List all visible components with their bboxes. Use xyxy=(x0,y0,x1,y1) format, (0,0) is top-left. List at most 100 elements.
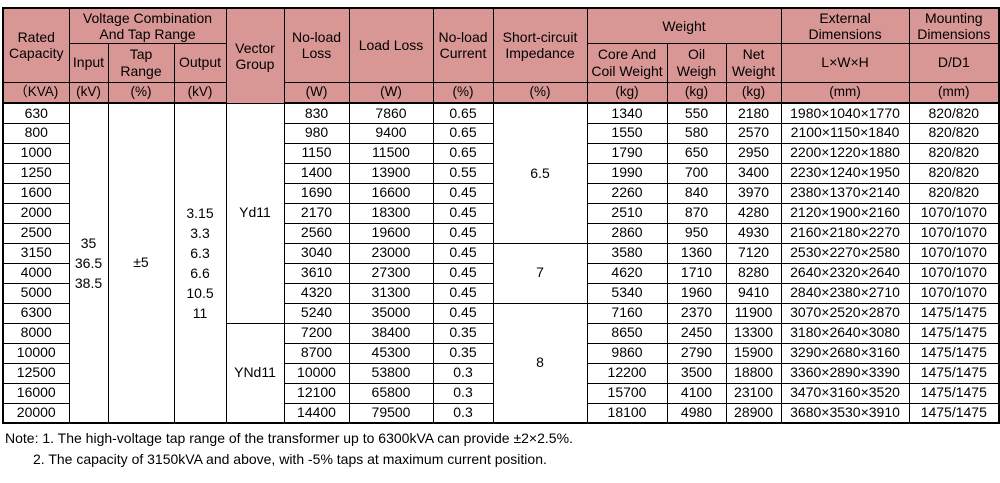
cell-no-load-current: 0.55 xyxy=(432,162,494,184)
cell-dimensions: 3470×3160×3520 xyxy=(780,382,910,404)
cell-capacity: 2500 xyxy=(2,222,70,244)
cell-capacity: 1600 xyxy=(2,182,70,204)
table-row: 20000 14400 79500 0.3 18100 4980 28900 3680×353… xyxy=(2,402,1000,424)
cell-no-load-current: 0.65 xyxy=(432,102,494,124)
header-row-1: Rated Capacity Voltage Combination And T… xyxy=(2,7,1000,104)
cell-dimensions: 2380×1370×2140 xyxy=(780,182,910,204)
cell-capacity: 3150 xyxy=(2,242,70,264)
cell-oil-weight: 4980 xyxy=(666,402,727,424)
header-load-loss: Load Loss xyxy=(348,7,434,83)
cell-no-load-loss: 1400 xyxy=(283,162,350,184)
unit-output: (kV) xyxy=(173,81,227,104)
cell-core-coil-weight: 15700 xyxy=(586,382,668,404)
cell-oil-weight: 950 xyxy=(666,222,727,244)
cell-core-coil-weight: 2860 xyxy=(586,222,668,244)
cell-net-weight: 8280 xyxy=(725,262,782,284)
cell-mounting: 1070/1070 xyxy=(908,202,1000,224)
cell-oil-weight: 2450 xyxy=(666,322,727,344)
cell-oil-weight: 1710 xyxy=(666,262,727,284)
cell-no-load-loss: 14400 xyxy=(283,402,350,424)
cell-capacity: 4000 xyxy=(2,262,70,284)
cell-no-load-loss: 8700 xyxy=(283,342,350,364)
header-row-2: Input Tap Range Output Core And Coil Wei… xyxy=(3,42,1000,83)
cell-net-weight: 13300 xyxy=(725,322,782,344)
cell-no-load-current: 0.45 xyxy=(432,222,494,244)
cell-oil-weight: 1360 xyxy=(666,242,727,264)
cell-dimensions: 2840×2380×2710 xyxy=(780,282,910,304)
cell-net-weight: 2950 xyxy=(725,142,782,164)
header-vector-group: Vector Group xyxy=(225,7,285,104)
cell-mounting: 1475/1475 xyxy=(908,362,1000,384)
cell-dimensions: 3180×2640×3080 xyxy=(780,322,910,344)
cell-no-load-current: 0.45 xyxy=(432,182,494,204)
cell-load-loss: 13900 xyxy=(348,162,434,184)
cell-capacity: 6300 xyxy=(2,302,70,324)
cell-dimensions: 3680×3530×3910 xyxy=(780,402,910,424)
cell-no-load-current: 0.3 xyxy=(432,362,494,384)
cell-capacity: 20000 xyxy=(2,402,70,424)
cell-mounting: 1475/1475 xyxy=(908,382,1000,404)
cell-core-coil-weight: 1340 xyxy=(586,102,668,124)
cell-load-loss: 11500 xyxy=(348,142,434,164)
cell-core-coil-weight: 12200 xyxy=(586,362,668,384)
cell-core-coil-weight: 3580 xyxy=(586,242,668,264)
cell-mounting: 1475/1475 xyxy=(908,322,1000,344)
header-core-coil-weight: Core And Coil Weight xyxy=(586,42,668,83)
cell-no-load-current: 0.3 xyxy=(432,382,494,404)
cell-load-loss: 27300 xyxy=(348,262,434,284)
cell-net-weight: 11900 xyxy=(725,302,782,324)
cell-mounting: 1475/1475 xyxy=(908,342,1000,364)
cell-mounting: 1070/1070 xyxy=(908,222,1000,244)
cell-net-weight: 3400 xyxy=(725,162,782,184)
cell-core-coil-weight: 1550 xyxy=(586,122,668,144)
cell-no-load-current: 0.65 xyxy=(432,142,494,164)
cell-capacity: 5000 xyxy=(2,282,70,304)
cell-dimensions: 3360×2890×3390 xyxy=(780,362,910,384)
cell-no-load-loss: 980 xyxy=(283,122,350,144)
cell-core-coil-weight: 1990 xyxy=(586,162,668,184)
cell-no-load-loss: 10000 xyxy=(283,362,350,384)
cell-load-loss: 38400 xyxy=(348,322,434,344)
unit-input: (kV) xyxy=(68,81,109,104)
table-header: Rated Capacity Voltage Combination And T… xyxy=(2,7,1000,104)
cell-oil-weight: 840 xyxy=(666,182,727,204)
cell-no-load-current: 0.45 xyxy=(432,202,494,224)
cell-net-weight: 28900 xyxy=(725,402,782,424)
cell-no-load-current: 0.45 xyxy=(432,282,494,304)
cell-dimensions: 2530×2270×2580 xyxy=(780,242,910,264)
cell-mounting: 1475/1475 xyxy=(908,402,1000,424)
cell-oil-weight: 650 xyxy=(666,142,727,164)
header-input: Input xyxy=(68,42,109,83)
unit-no-load-current: (%) xyxy=(432,81,494,104)
cell-core-coil-weight: 2260 xyxy=(586,182,668,204)
cell-core-coil-weight: 8650 xyxy=(586,322,668,344)
cell-oil-weight: 870 xyxy=(666,202,727,224)
cell-dimensions: 2640×2320×2640 xyxy=(780,262,910,284)
cell-capacity: 1000 xyxy=(2,142,70,164)
cell-dimensions: 2160×2180×2270 xyxy=(780,222,910,244)
header-external-dimensions: External Dimensions xyxy=(780,7,910,44)
note-line-1: Note: 1. The high-voltage tap range of t… xyxy=(5,430,573,446)
cell-dimensions: 3070×2520×2870 xyxy=(780,302,910,324)
cell-core-coil-weight: 5340 xyxy=(586,282,668,304)
cell-net-weight: 15900 xyxy=(725,342,782,364)
cell-dimensions: 2100×1150×1840 xyxy=(780,122,910,144)
cell-core-coil-weight: 9860 xyxy=(586,342,668,364)
cell-no-load-current: 0.45 xyxy=(432,302,494,324)
cell-mounting: 820/820 xyxy=(908,122,1000,144)
cell-oil-weight: 2370 xyxy=(666,302,727,324)
cell-core-coil-weight: 4620 xyxy=(586,262,668,284)
cell-no-load-current: 0.45 xyxy=(432,262,494,284)
unit-dd1: (mm) xyxy=(908,81,1000,104)
cell-dimensions: 2200×1220×1880 xyxy=(780,142,910,164)
header-tap-range: Tap Range xyxy=(107,42,175,83)
cell-no-load-loss: 3610 xyxy=(283,262,350,284)
cell-net-weight: 18800 xyxy=(725,362,782,384)
cell-no-load-loss: 4320 xyxy=(283,282,350,304)
table-row: 16000 12100 65800 0.3 15700 4100 23100 3470×316… xyxy=(2,382,1000,404)
table-row: 630 35 36.5 38.5 ±5 3.15 3.3 6.3 6.6 10.5 11 Yd11 83… xyxy=(2,102,1000,424)
cell-no-load-loss: 3040 xyxy=(283,242,350,264)
units-row: （KVA) (kV) (%) (kV) (W) (W) (%) (%) (kg)… xyxy=(2,81,1000,104)
cell-net-weight: 7120 xyxy=(725,242,782,264)
cell-load-loss: 18300 xyxy=(348,202,434,224)
